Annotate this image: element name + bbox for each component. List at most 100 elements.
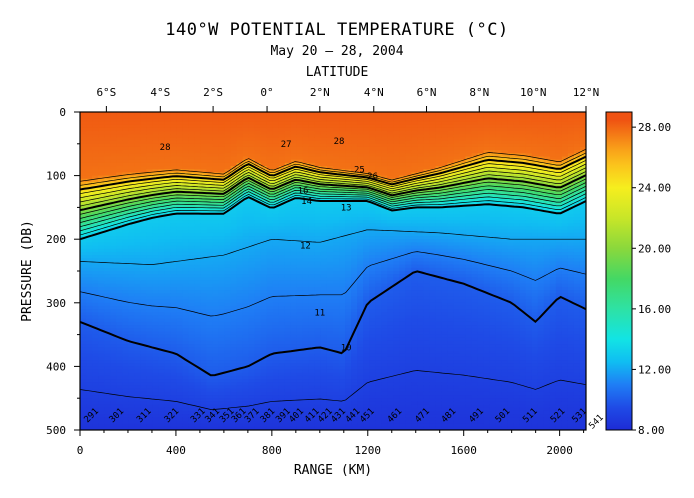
field-cell <box>164 391 171 396</box>
field-cell <box>278 153 286 158</box>
field-cell <box>218 350 226 355</box>
field-cell <box>164 264 171 269</box>
field-cell <box>152 261 159 266</box>
field-cell <box>134 363 141 367</box>
field-cell <box>326 293 334 298</box>
field-cell <box>351 175 358 180</box>
field-cell <box>116 321 123 326</box>
field-cell <box>128 261 135 266</box>
field-cell <box>176 293 183 298</box>
field-cell <box>146 264 153 269</box>
field-cell <box>369 420 376 425</box>
field-cell <box>357 216 364 221</box>
field-cell <box>200 328 208 333</box>
field-cell <box>272 375 280 380</box>
field-cell <box>272 223 280 228</box>
field-cell <box>308 350 316 355</box>
field-cell <box>272 305 280 310</box>
field-cell <box>296 140 304 145</box>
field-cell <box>176 118 183 123</box>
field-cell <box>116 334 123 339</box>
field-cell <box>339 239 346 243</box>
field-cell <box>296 137 304 142</box>
field-cell <box>152 296 159 301</box>
field-cell <box>254 127 262 132</box>
field-cell <box>302 420 310 425</box>
field-cell <box>134 191 141 196</box>
field-cell <box>134 423 141 428</box>
field-cell <box>194 194 202 199</box>
field-cell <box>188 134 196 139</box>
field-cell <box>266 143 274 148</box>
field-cell <box>333 302 340 307</box>
field-cell <box>218 325 226 329</box>
field-cell <box>260 140 268 145</box>
field-cell <box>284 401 292 406</box>
field-cell <box>369 340 376 345</box>
field-cell <box>86 379 93 383</box>
field-cell <box>345 388 352 393</box>
field-cell <box>333 140 340 145</box>
field-cell <box>242 337 250 342</box>
field-cell <box>266 340 274 345</box>
field-cell <box>86 344 93 348</box>
field-cell <box>260 293 268 298</box>
field-cell <box>194 124 202 129</box>
field-cell <box>242 293 250 298</box>
field-cell <box>152 337 159 342</box>
field-cell <box>333 360 340 364</box>
field-cell <box>242 150 250 154</box>
field-cell <box>363 420 370 425</box>
field-cell <box>182 299 190 304</box>
field-cell <box>86 331 93 336</box>
field-cell <box>206 283 214 288</box>
field-cell <box>357 407 364 412</box>
field-cell <box>92 312 99 317</box>
field-cell <box>152 121 159 126</box>
field-cell <box>140 328 147 333</box>
field-cell <box>308 201 316 205</box>
field-cell <box>308 271 316 275</box>
field-cell <box>110 379 117 383</box>
field-cell <box>128 258 135 263</box>
field-cell <box>363 124 370 129</box>
field-cell <box>351 181 358 186</box>
field-cell <box>230 210 238 215</box>
field-cell <box>218 296 226 301</box>
field-cell <box>242 175 250 180</box>
field-cell <box>170 353 177 358</box>
field-cell <box>272 229 280 234</box>
field-cell <box>357 255 364 259</box>
field-cell <box>375 207 382 212</box>
field-cell <box>212 124 220 129</box>
field-cell <box>206 414 214 418</box>
field-cell <box>236 150 244 154</box>
chart-subtitle: May 20 – 28, 2004 <box>270 44 403 59</box>
field-cell <box>164 169 171 174</box>
field-cell <box>254 140 262 145</box>
field-cell <box>188 334 196 339</box>
field-cell <box>200 337 208 342</box>
field-cell <box>80 395 87 399</box>
field-cell <box>224 356 232 361</box>
field-cell <box>212 150 220 154</box>
field-cell <box>345 115 352 119</box>
field-cell <box>170 197 177 202</box>
field-cell <box>116 331 123 336</box>
field-cell <box>104 204 111 208</box>
field-cell <box>116 156 123 161</box>
field-cell <box>369 226 376 231</box>
field-cell <box>266 248 274 253</box>
field-cell <box>164 185 171 189</box>
field-cell <box>242 172 250 177</box>
field-cell <box>284 331 292 336</box>
field-cell <box>320 258 328 263</box>
field-cell <box>200 382 208 387</box>
field-cell <box>140 426 147 430</box>
field-cell <box>212 239 220 243</box>
field-cell <box>260 127 268 132</box>
field-cell <box>339 309 346 313</box>
field-cell <box>218 121 226 126</box>
field-cell <box>333 232 340 237</box>
field-cell <box>212 210 220 215</box>
